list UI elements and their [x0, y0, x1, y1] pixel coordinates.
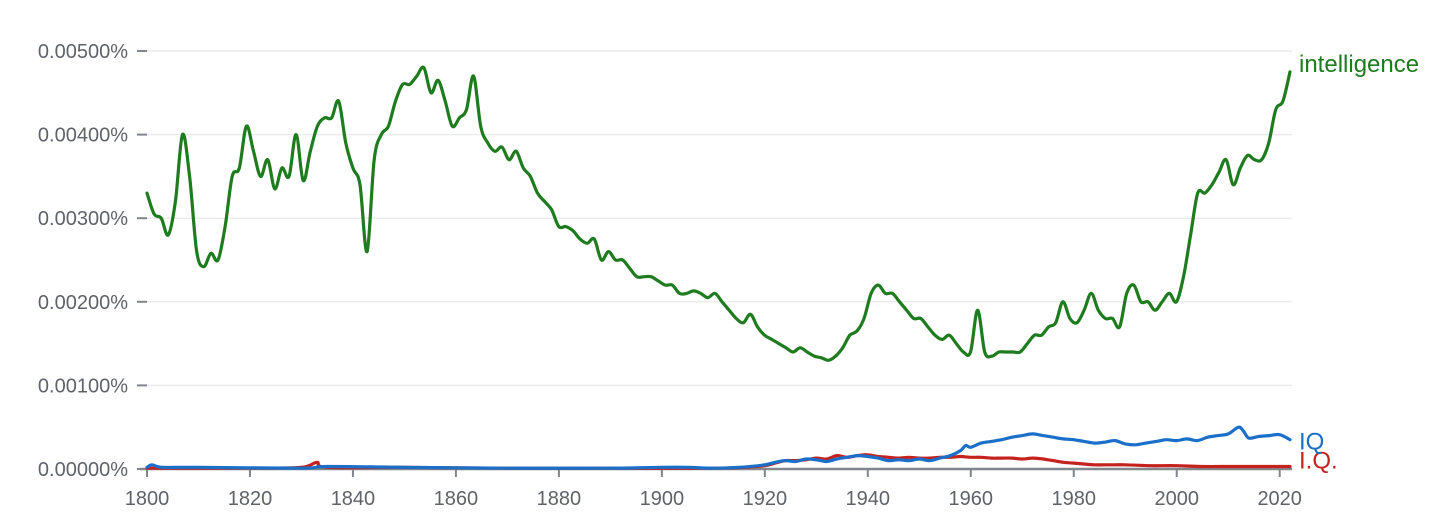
- x-tick-label: 1860: [434, 488, 479, 510]
- gridlines: [147, 50, 1292, 387]
- y-tick-label: 0.00400%: [38, 125, 128, 147]
- x-tick-label: 1820: [228, 488, 273, 510]
- x-tick-label: 1980: [1052, 488, 1097, 510]
- series-label-iq: I.Q.: [1299, 447, 1338, 474]
- y-tick-label: 0.00500%: [38, 41, 128, 63]
- x-tick-label: 1940: [846, 488, 891, 510]
- x-tick-label: 1960: [949, 488, 994, 510]
- y-tick-label: 0.00300%: [38, 208, 128, 230]
- series-line-intelligence: [145, 65, 1292, 362]
- y-tick-label: 0.00100%: [38, 375, 128, 397]
- series-labels: I.Q.IQ intelligence: [1299, 51, 1419, 475]
- series-line-iq: [145, 425, 1292, 470]
- y-tick-label: 0.00200%: [38, 292, 128, 314]
- x-tick-label: 1880: [537, 488, 582, 510]
- x-tick-label: 2000: [1154, 488, 1199, 510]
- x-tick-label: 1900: [640, 488, 685, 510]
- x-axis: 1800 1820 1840 1860 1880 1900 1920 1940 1960 1980…: [125, 467, 1302, 510]
- x-tick-label: 2020: [1257, 488, 1302, 510]
- y-axis: 0.00000% 0.00100% 0.00200% 0.00300% 0.00400%…: [38, 41, 147, 481]
- series-label-intelligence: intelligence: [1299, 51, 1419, 78]
- series-lines: [145, 65, 1292, 470]
- y-tick-label: 0.00000%: [38, 459, 128, 481]
- x-tick-label: 1920: [743, 488, 788, 510]
- x-tick-label: 1840: [331, 488, 376, 510]
- series-label-iq: IQ: [1299, 429, 1324, 456]
- x-tick-label: 1800: [125, 488, 170, 510]
